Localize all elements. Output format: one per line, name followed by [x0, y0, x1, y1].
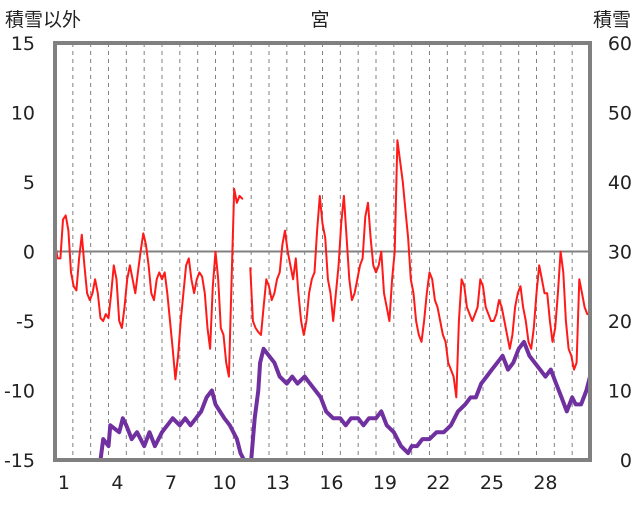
x-tick-label: 19: [373, 472, 397, 494]
temperature-line: [54, 139, 591, 399]
left-tick-label: -5: [16, 311, 35, 333]
x-tick-label: 1: [58, 472, 70, 494]
x-tick-label: 28: [533, 472, 557, 494]
right-tick-label: 50: [608, 103, 632, 125]
left-tick-label: 5: [23, 172, 35, 194]
right-tick-label: 40: [608, 172, 632, 194]
x-tick-label: 25: [480, 472, 504, 494]
left-tick-label: -10: [4, 381, 35, 403]
right-axis-title: 積雪: [593, 9, 631, 31]
right-tick-label: 30: [608, 242, 632, 264]
left-axis-title: 積雪以外: [5, 9, 81, 31]
x-tick-label: 16: [319, 472, 343, 494]
right-tick-label: 60: [608, 33, 632, 55]
plot-frame: [53, 41, 592, 462]
left-tick-label: 15: [11, 33, 35, 55]
chart-title: 宮: [310, 9, 329, 31]
right-tick-label: 20: [608, 311, 632, 333]
x-tick-label: 13: [266, 472, 290, 494]
series-layer: [53, 139, 592, 462]
right-tick-label: 10: [608, 381, 632, 403]
left-tick-label: 0: [23, 242, 35, 264]
left-tick-label: -15: [4, 450, 35, 472]
x-tick-label: 4: [111, 472, 123, 494]
left-tick-label: 10: [11, 103, 35, 125]
snow-depth-line: [53, 339, 592, 462]
right-tick-label: 0: [620, 450, 632, 472]
x-tick-label: 7: [165, 472, 177, 494]
x-tick-label: 10: [212, 472, 236, 494]
x-tick-label: 22: [426, 472, 450, 494]
